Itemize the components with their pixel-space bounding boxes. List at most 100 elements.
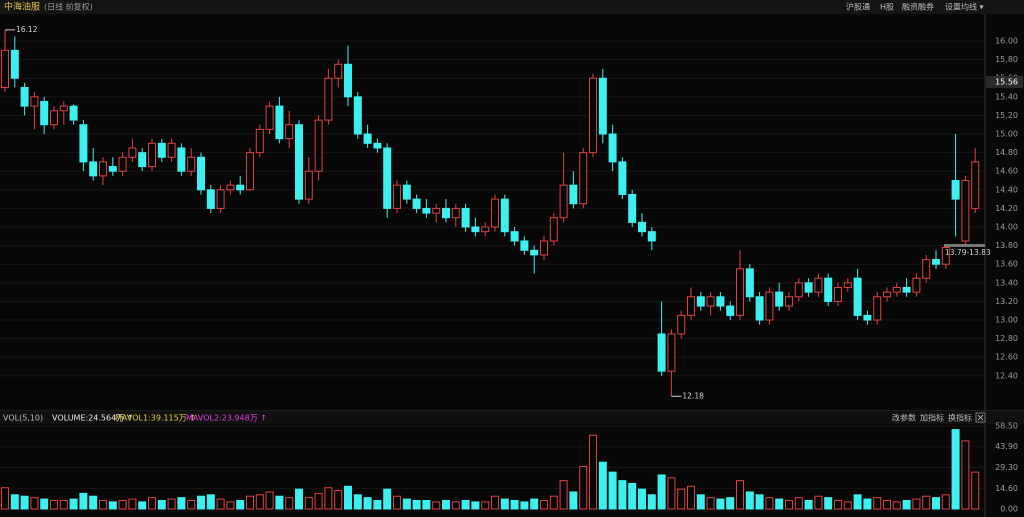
volume-bar	[148, 497, 156, 510]
y-tick-label: 15.80	[995, 55, 1018, 64]
range-label: 13.79-13.83	[945, 248, 991, 257]
candle-body	[79, 124, 88, 163]
candle-body	[285, 124, 294, 140]
volume-bar	[941, 494, 950, 510]
volume-bar	[912, 498, 921, 510]
volume-bar	[246, 495, 254, 510]
volume-bar	[618, 480, 627, 510]
menu-item[interactable]: 融资融券	[902, 2, 934, 12]
y-tick-label: 14.20	[995, 204, 1018, 213]
candle-body	[265, 105, 274, 130]
volume-bar	[451, 501, 460, 510]
volume-bar	[353, 494, 362, 510]
y-tick-label: 12.80	[995, 334, 1018, 343]
candle-body	[941, 246, 950, 265]
candle-body	[696, 296, 705, 307]
volume-bar	[30, 497, 39, 510]
volume-bar	[59, 499, 68, 510]
y-tick-label: 13.60	[995, 260, 1018, 269]
volume-header-bar	[0, 411, 1024, 424]
panel-button[interactable]: 加指标	[920, 413, 944, 423]
volume-bar	[667, 477, 676, 510]
candle-body	[628, 193, 637, 223]
candle-body	[40, 100, 49, 126]
candle-body	[10, 49, 19, 79]
candle-body	[657, 333, 666, 372]
candle-body	[794, 282, 803, 298]
volume-bar	[540, 499, 548, 510]
y-tick-label: 13.80	[995, 241, 1018, 250]
candle-body	[540, 240, 548, 256]
menu-item[interactable]: 沪股通	[846, 2, 870, 12]
volume-bar	[961, 440, 970, 510]
volume-bar	[520, 501, 529, 510]
candle-body	[726, 305, 735, 316]
candle-body	[187, 156, 196, 172]
volume-bar	[138, 501, 147, 510]
volume-bar	[69, 498, 78, 510]
candle-body	[197, 156, 205, 191]
candle-body	[216, 189, 225, 209]
candle-body	[589, 77, 597, 154]
candle-body	[304, 170, 313, 200]
volume-bar	[765, 497, 774, 510]
range-bar	[944, 244, 985, 247]
volume-bar	[255, 494, 264, 510]
volume-bar	[687, 485, 695, 510]
volume-bar	[706, 497, 715, 510]
candle-body	[598, 77, 607, 135]
candle-body	[295, 124, 303, 200]
candle-body	[442, 207, 450, 219]
candle-body	[843, 282, 852, 288]
volume-bar	[461, 499, 470, 510]
volume-bar	[393, 495, 401, 510]
menu-item[interactable]: 设置均线 ▾	[945, 2, 984, 12]
close-button[interactable]	[975, 412, 986, 423]
candle-body	[745, 268, 754, 298]
y-tick-label: 14.00	[995, 223, 1018, 232]
candle-body	[706, 296, 715, 307]
volume-bar	[344, 485, 352, 510]
volume-bar	[10, 494, 19, 510]
candle-body	[167, 142, 176, 158]
candle-body	[892, 286, 901, 293]
current-price-box	[986, 75, 1023, 88]
y-tick-label: 14.80	[995, 148, 1018, 157]
panel-button[interactable]: 改参数	[892, 413, 916, 423]
volume-bar	[647, 494, 656, 510]
candle-body	[275, 105, 284, 140]
volume-bar	[883, 499, 891, 510]
candle-body	[108, 166, 117, 172]
candle-body	[834, 286, 842, 302]
volume-bar	[824, 497, 833, 510]
volume-bar	[471, 501, 480, 510]
candle-body	[530, 249, 539, 256]
panel-button[interactable]: 换指标	[948, 413, 972, 423]
volume-bar	[902, 499, 911, 510]
candle-body	[226, 184, 235, 191]
volume-bar	[755, 494, 764, 510]
candle-body	[412, 198, 421, 209]
candle-body	[314, 119, 323, 172]
volume-bar	[422, 499, 431, 510]
volume-bar	[804, 499, 813, 510]
volume-bar	[206, 494, 215, 510]
candle-body	[608, 133, 617, 163]
candle-body	[814, 277, 823, 293]
menu: 沪股通 H股 融资融券 设置均线 ▾	[846, 2, 984, 12]
current-price: 15.56	[995, 77, 1018, 86]
volume-bar	[50, 499, 58, 510]
candle-body	[99, 161, 107, 177]
volume-bar	[500, 498, 509, 510]
candle-body	[393, 184, 401, 209]
candle-body	[157, 142, 166, 158]
candle-body	[481, 226, 490, 233]
volume-bar	[608, 471, 617, 510]
candle-body	[765, 291, 774, 321]
menu-item[interactable]: H股	[880, 3, 894, 12]
volume-bar	[579, 465, 588, 510]
y-tick-label: 0.00	[1000, 505, 1018, 514]
candle-body	[138, 152, 147, 168]
volume-bar	[863, 498, 872, 510]
volume-bar	[1, 487, 9, 510]
